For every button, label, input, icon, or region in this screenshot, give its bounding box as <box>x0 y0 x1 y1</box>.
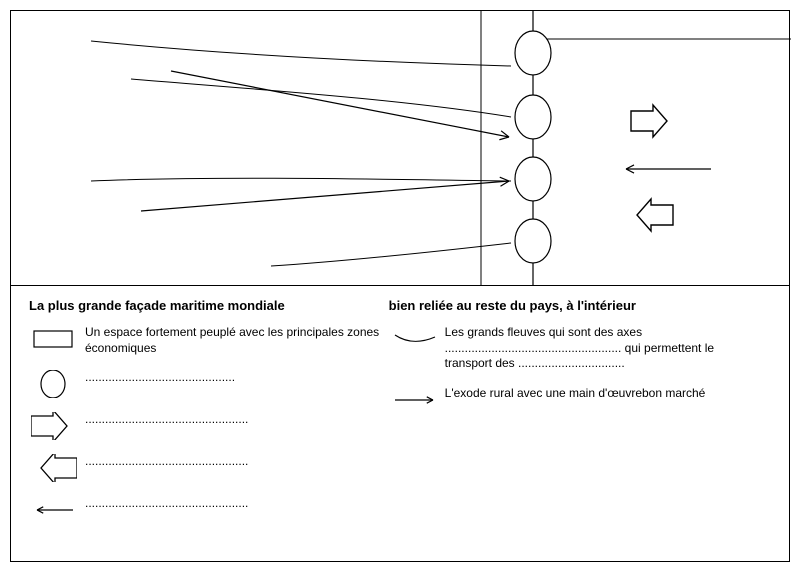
river-curve <box>91 178 511 181</box>
legend-symbol <box>29 412 79 440</box>
legend-text: ........................................… <box>79 370 385 386</box>
block-arrow-icon <box>631 105 667 137</box>
river-curve <box>131 79 511 117</box>
legend-region: La plus grande façade maritime mondiale … <box>11 286 789 561</box>
legend-text: L'exode rural avec une main d'œuvrebon m… <box>439 386 745 402</box>
legend-left-title: La plus grande façade maritime mondiale <box>29 298 385 313</box>
thin-arrow-left-icon <box>31 496 77 524</box>
rect-icon <box>31 325 77 353</box>
legend-right-title: bien reliée au reste du pays, à l'intéri… <box>389 298 745 313</box>
legend-row: ........................................… <box>29 370 385 398</box>
map-svg <box>11 11 791 286</box>
legend-symbol <box>389 386 439 414</box>
thin-arrow-right-icon <box>391 386 437 414</box>
curve-icon <box>391 325 437 353</box>
legend-text: ........................................… <box>79 496 385 512</box>
legend-symbol <box>29 370 79 398</box>
legend-left-column: La plus grande façade maritime mondiale … <box>29 298 385 538</box>
river-curve <box>91 41 511 66</box>
legend-symbol <box>29 496 79 524</box>
city-node <box>515 31 551 75</box>
block-arrow-right-icon <box>31 412 77 440</box>
legend-row: L'exode rural avec une main d'œuvrebon m… <box>389 386 745 414</box>
river-curve <box>271 243 511 266</box>
legend-symbol <box>29 325 79 353</box>
legend-row: ........................................… <box>29 454 385 482</box>
map-region <box>11 11 789 286</box>
city-node <box>515 157 551 201</box>
flow-arrow <box>171 71 509 137</box>
legend-text: Les grands fleuves qui sont des axes ...… <box>439 325 745 372</box>
block-arrow-icon <box>637 199 673 231</box>
legend-text: Un espace fortement peuplé avec les prin… <box>79 325 385 356</box>
legend-symbol <box>29 454 79 482</box>
city-node <box>515 95 551 139</box>
legend-row: Les grands fleuves qui sont des axes ...… <box>389 325 745 372</box>
legend-symbol <box>389 325 439 353</box>
diagram-frame: La plus grande façade maritime mondiale … <box>10 10 790 562</box>
city-node <box>515 219 551 263</box>
legend-right-column: bien reliée au reste du pays, à l'intéri… <box>389 298 745 428</box>
legend-text: ........................................… <box>79 412 385 428</box>
ellipse-icon <box>31 370 77 398</box>
block-arrow-left-icon <box>31 454 77 482</box>
legend-row: ........................................… <box>29 496 385 524</box>
legend-text: ........................................… <box>79 454 385 470</box>
flow-arrow <box>141 181 509 211</box>
legend-row: Un espace fortement peuplé avec les prin… <box>29 325 385 356</box>
legend-row: ........................................… <box>29 412 385 440</box>
